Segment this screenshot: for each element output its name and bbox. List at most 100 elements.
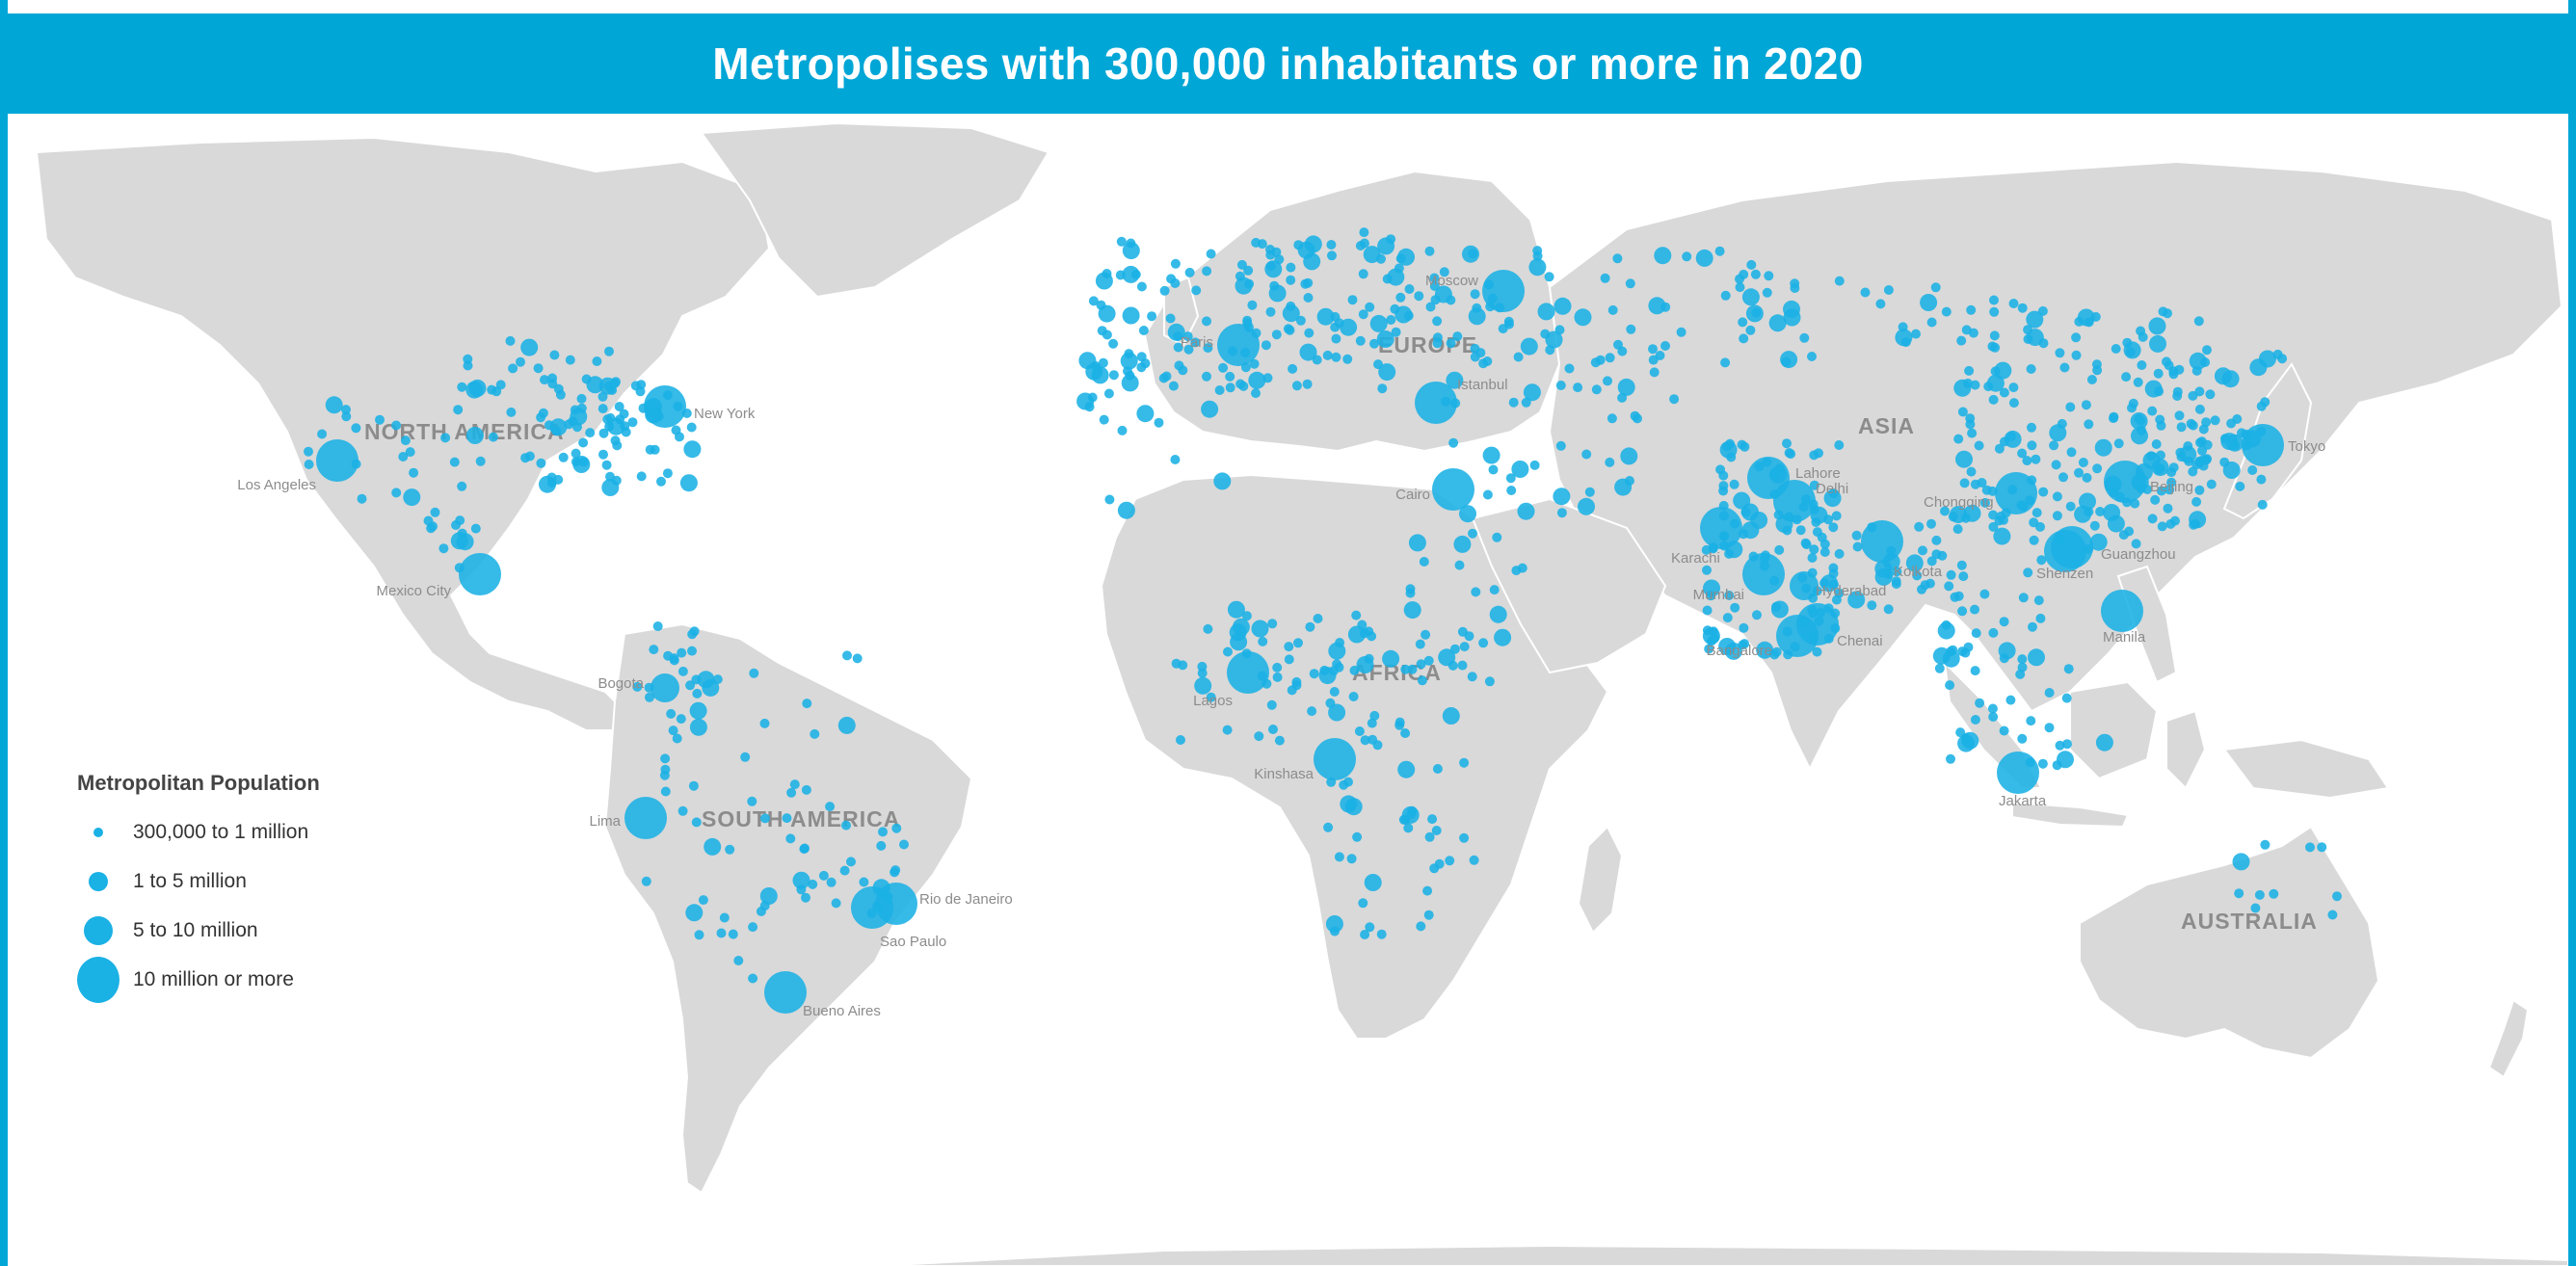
city-marker	[2260, 397, 2271, 408]
city-marker	[465, 427, 484, 444]
landmasses	[35, 121, 2568, 1266]
city-marker	[2037, 758, 2048, 769]
city-marker	[1482, 270, 1525, 312]
city-marker	[1088, 296, 1099, 306]
city-marker	[2166, 477, 2177, 488]
city-marker	[1416, 659, 1426, 670]
city-marker	[1952, 524, 1963, 535]
city-marker	[1926, 317, 1937, 328]
city-marker	[1300, 278, 1311, 289]
city-marker	[1355, 335, 1366, 346]
city-marker	[1553, 488, 1571, 506]
city-marker	[1555, 440, 1566, 451]
city-marker	[325, 396, 343, 414]
legend-title: Metropolitan Population	[77, 771, 320, 795]
city-marker	[1343, 777, 1353, 787]
city-marker	[614, 402, 624, 411]
city-marker	[1347, 625, 1366, 644]
city-marker	[1809, 544, 1819, 555]
city-marker	[1227, 600, 1245, 619]
city-marker	[463, 360, 473, 371]
city-marker	[1372, 740, 1383, 751]
city-marker	[2107, 514, 2125, 533]
city-marker	[1307, 706, 1317, 717]
city-marker	[841, 820, 851, 831]
city-marker	[1831, 594, 1842, 605]
city-marker	[2154, 386, 2164, 397]
city-marker	[801, 892, 810, 903]
city-marker	[2162, 356, 2171, 367]
city-marker	[1648, 297, 1666, 315]
city-marker	[839, 865, 850, 876]
city-marker	[1403, 310, 1414, 321]
city-marker	[1284, 642, 1294, 652]
city-marker	[2074, 316, 2085, 327]
city-marker	[1768, 314, 1787, 332]
city-marker	[1376, 929, 1387, 939]
city-marker	[1373, 359, 1383, 370]
city-marker	[581, 374, 592, 384]
city-marker	[1975, 698, 1985, 708]
legend-item: 5 to 10 million	[77, 906, 320, 955]
city-marker	[1970, 666, 1980, 676]
city-marker	[1957, 407, 1968, 417]
city-marker	[1520, 337, 1538, 356]
legend-dot-large-icon	[84, 915, 113, 945]
city-marker	[2113, 438, 2124, 449]
city-marker	[1796, 603, 1839, 646]
city-marker	[1725, 438, 1736, 449]
city-label: Lagos	[1193, 693, 1233, 709]
city-marker	[1918, 545, 1927, 556]
city-marker	[1482, 446, 1500, 464]
legend-dot-small-icon	[93, 827, 103, 837]
city-marker	[1329, 687, 1340, 697]
city-marker	[1095, 272, 1113, 290]
city-marker	[1612, 253, 1623, 264]
city-marker	[1369, 710, 1380, 721]
city-marker	[1738, 640, 1748, 650]
city-marker	[459, 553, 501, 595]
city-marker	[719, 912, 730, 923]
city-marker	[1735, 282, 1745, 293]
city-marker	[1116, 236, 1127, 247]
city-marker	[1378, 363, 1396, 382]
city-marker	[899, 839, 909, 850]
city-marker	[1159, 285, 1170, 296]
city-marker	[1970, 715, 1980, 725]
city-marker	[1801, 540, 1812, 550]
city-marker	[748, 922, 758, 933]
city-marker	[1489, 585, 1500, 595]
city-marker	[2201, 417, 2212, 428]
city-marker	[1299, 343, 1317, 361]
city-marker	[679, 474, 698, 492]
city-marker	[1742, 553, 1785, 595]
city-marker	[2092, 463, 2103, 474]
city-marker	[789, 779, 800, 790]
city-marker	[1955, 450, 1973, 468]
city-marker	[1446, 338, 1456, 349]
city-marker	[1764, 271, 1774, 281]
city-marker	[449, 457, 460, 467]
region-label: ASIA	[1858, 413, 1915, 438]
city-marker	[1171, 658, 1182, 669]
city-marker	[799, 844, 810, 855]
new-zealand-landmass	[2487, 998, 2530, 1079]
city-marker	[669, 653, 679, 664]
city-marker	[1322, 350, 1333, 360]
city-marker	[1284, 654, 1294, 665]
city-marker	[1795, 525, 1806, 536]
city-marker	[2214, 367, 2232, 385]
city-marker	[1467, 672, 1477, 682]
city-marker	[1931, 549, 1942, 560]
city-marker	[2150, 494, 2161, 505]
city-marker	[2055, 740, 2065, 751]
city-marker	[1427, 814, 1438, 825]
city-marker	[1741, 521, 1760, 540]
borneo-landmass	[2069, 680, 2159, 780]
city-marker	[2049, 440, 2059, 451]
city-marker	[2210, 415, 2220, 426]
city-marker	[1494, 628, 1512, 646]
city-marker	[1251, 388, 1261, 399]
city-marker	[430, 507, 440, 517]
city-label: Lima	[589, 813, 621, 830]
